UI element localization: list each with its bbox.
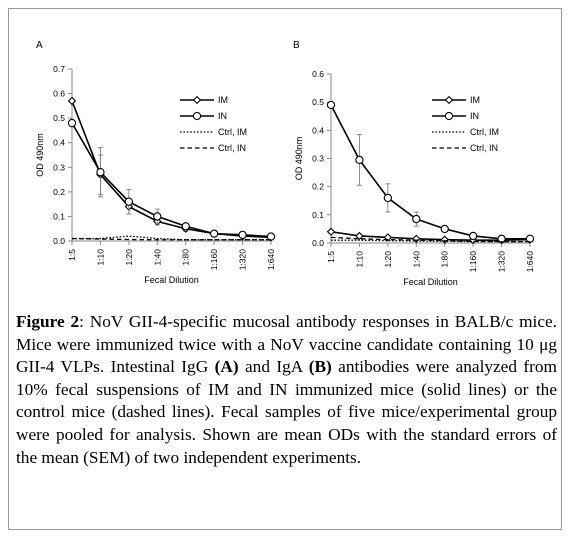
- chart-b-series-in-point: [440, 224, 449, 234]
- chart-b-series-im-point: [412, 234, 421, 243]
- charts-area: A 0.0 0.1 0.2 0.3 0.4 0.5 0.6 0.7 1:5 1:10 1:20 1:40…: [35, 40, 535, 287]
- chart-a-x-axis-label: Fecal Dilution: [144, 275, 199, 285]
- chart-b-legend-label: IN: [470, 111, 479, 121]
- chart-b-x-axis-label: Fecal Dilution: [403, 277, 458, 287]
- caption-text-2: and IgA: [238, 357, 309, 377]
- chart-b-legend: IM IN Ctrl, IM Ctrl, IN: [432, 95, 499, 153]
- charts-svg: A 0.0 0.1 0.2 0.3 0.4 0.5 0.6 0.7 1:5 1:10 1:20 1:40…: [35, 40, 535, 287]
- chart-b-x-tick-label: 1:40: [411, 251, 421, 268]
- chart-a-legend-marker: [192, 111, 202, 121]
- caption-text-3: antibodies were analyzed from 10% fecal …: [16, 357, 557, 467]
- chart-b-x-tick-label: 1:640: [525, 251, 535, 273]
- caption-mark-a: (A): [214, 357, 239, 377]
- chart-b-y-tick-label: 0.4: [312, 125, 324, 135]
- chart-a-y-tick-label: 0.5: [53, 113, 65, 123]
- chart-a-series-im-line: [71, 100, 272, 239]
- chart-b-series-in-point: [412, 214, 421, 224]
- chart-b-series-im-point: [326, 227, 336, 236]
- chart-b-legend-label: Ctrl, IM: [470, 127, 499, 137]
- chart-a-series-in-point: [153, 212, 162, 221]
- caption-text-1: NoV GII-4-specific mucosal antibody resp…: [16, 312, 557, 377]
- chart-a-series-in-point: [124, 197, 134, 206]
- chart-a-x-tick-label: 1:80: [181, 249, 191, 266]
- chart-b-legend-label: Ctrl, IN: [470, 143, 498, 153]
- chart-b-x-tick-label: 1:10: [354, 251, 364, 268]
- chart-a-y-tick-label: 0.0: [53, 236, 65, 246]
- chart-a-series-in-point: [238, 230, 247, 240]
- caption-figure-label: Figure 2: [16, 312, 80, 331]
- chart-a-series-ctrl-in: [71, 237, 271, 241]
- chart-b: B 0.0 0.1 0.2 0.3 0.4 0.5 0.6 1:5 1:10 1:20 1:40 1:8…: [293, 40, 535, 287]
- chart-b-series-in-line: [330, 104, 530, 240]
- chart-b-series-ctrl-im-line: [331, 239, 530, 243]
- chart-a-series-ctrl-in-line: [71, 237, 271, 241]
- chart-b-legend-marker: [444, 111, 454, 121]
- chart-a-x-tick-label: 1:5: [67, 249, 77, 261]
- chart-a-x-tick-label: 1:160: [209, 249, 219, 271]
- chart-a-legend: IM IN Ctrl, IM Ctrl, IN: [180, 95, 247, 153]
- chart-b-x-tick-label: 1:320: [497, 251, 507, 273]
- chart-a-series-in-line: [71, 122, 272, 238]
- chart-a-legend-label: IM: [218, 95, 228, 105]
- chart-a-y-axis-label: OD 490nm: [35, 133, 45, 177]
- chart-b-series-in-point: [355, 155, 364, 165]
- chart-b-y-tick-label: 0.0: [312, 238, 324, 248]
- chart-a-x-tick-label: 1:640: [266, 249, 276, 271]
- chart-a-series-in: [67, 118, 276, 241]
- chart-b-series-in-point: [326, 100, 336, 110]
- chart-a-panel-label: A: [36, 40, 43, 51]
- chart-a-series-in-point: [181, 222, 190, 231]
- chart-b-series-in-point: [525, 234, 535, 243]
- chart-b-y-tick-label: 0.3: [312, 154, 324, 164]
- chart-b-y-tick-label: 0.6: [312, 69, 324, 79]
- chart-a-x-tick-label: 1:10: [95, 249, 105, 266]
- chart-b-series-im-point: [440, 235, 449, 244]
- chart-b-y-tick-label: 0.1: [312, 210, 324, 220]
- caption-mark-b: (B): [308, 357, 332, 377]
- chart-b-series-ctrl-in: [330, 236, 530, 243]
- chart-b-x-tick-label: 1:20: [383, 251, 393, 268]
- chart-a-y-tick-label: 0.6: [53, 89, 65, 99]
- figure-frame: [8, 8, 562, 530]
- chart-b-series-im-point: [355, 231, 364, 241]
- chart-b-x-tick-label: 1:80: [440, 251, 450, 268]
- chart-b-legend-label: IM: [470, 95, 480, 105]
- chart-a-legend-label: Ctrl, IM: [218, 127, 247, 137]
- chart-a-x-tick-label: 1:20: [124, 249, 134, 266]
- chart-a-series-in-point: [209, 229, 219, 238]
- chart-a-legend-marker: [192, 95, 202, 105]
- chart-a-series-in-point: [67, 118, 77, 128]
- chart-b-legend-marker: [444, 95, 454, 105]
- chart-a-series-in-point: [266, 232, 276, 241]
- chart-a-y-tick-label: 0.4: [53, 138, 65, 148]
- figure-caption: Figure 2: NoV GII-4-specific mucosal ant…: [16, 311, 557, 469]
- chart-a-x-tick-label: 1:320: [238, 249, 248, 271]
- chart-b-series-in-point: [468, 231, 478, 241]
- chart-a: A 0.0 0.1 0.2 0.3 0.4 0.5 0.6 0.7 1:5 1:10 1:20 1:40…: [35, 40, 276, 285]
- chart-b-y-axis-label: OD 490nm: [294, 137, 304, 181]
- chart-b-y-tick-label: 0.2: [312, 182, 324, 192]
- chart-a-legend-label: Ctrl, IN: [218, 143, 246, 153]
- chart-a-x-tick-label: 1:40: [152, 249, 162, 266]
- chart-b-x-tick-label: 1:160: [468, 251, 478, 273]
- chart-a-y-tick-label: 0.7: [53, 64, 65, 74]
- chart-b-panel-label: B: [293, 40, 300, 51]
- chart-b-x-tick-label: 1:5: [326, 251, 336, 263]
- chart-a-legend-label: IN: [218, 111, 227, 121]
- chart-a-series-im-point: [67, 96, 77, 106]
- chart-b-series-ctrl-in-line: [330, 236, 530, 243]
- chart-a-series-in-point: [96, 168, 105, 177]
- chart-b-series-im-line: [330, 230, 531, 241]
- chart-a-y-tick-label: 0.2: [53, 187, 65, 197]
- chart-b-series-ctrl-im: [331, 239, 530, 243]
- chart-b-series-in: [326, 100, 535, 243]
- chart-b-series-in-point: [497, 234, 506, 243]
- chart-b-y-tick-label: 0.5: [312, 97, 324, 107]
- chart-b-series-in-point: [383, 193, 393, 203]
- chart-a-y-tick-label: 0.1: [53, 211, 65, 221]
- chart-a-y-tick-label: 0.3: [53, 162, 65, 172]
- caption-separator: :: [79, 312, 90, 331]
